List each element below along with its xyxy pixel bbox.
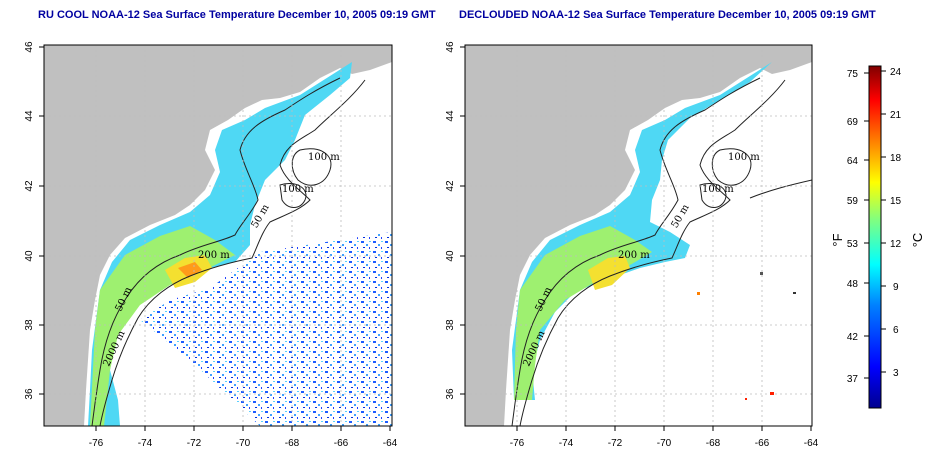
fahrenheit-tick-label: 69 (847, 117, 859, 128)
fahrenheit-tick-label: 75 (847, 69, 859, 80)
lon-tick-label: -68 (706, 438, 721, 449)
celsius-tick-label: 9 (893, 282, 899, 293)
land-mass (44, 45, 392, 426)
lon-tick-label: -66 (334, 438, 349, 449)
lat-tick-label: 46 (24, 41, 35, 53)
sst-hot-spot (178, 262, 202, 278)
colorbar-ticks (864, 70, 886, 379)
lon-tick-label: -68 (285, 438, 300, 449)
fahrenheit-tick-label: 59 (847, 196, 859, 207)
lon-tick-label: -74 (138, 438, 153, 449)
lat-tick-label: 46 (445, 41, 456, 53)
lat-tick-label: 44 (24, 110, 35, 122)
contour-label: 100 m (282, 184, 314, 195)
left-map-frame (43, 44, 393, 427)
lon-tick-label: -70 (657, 438, 672, 449)
right-map (465, 45, 812, 426)
fahrenheit-tick-label: 42 (847, 332, 859, 343)
fahrenheit-tick-label: 48 (847, 279, 859, 290)
lon-tick-label: -66 (755, 438, 770, 449)
lat-tick-label: 44 (445, 110, 456, 122)
contour-label: 200 m (618, 250, 650, 261)
celsius-tick-label: 6 (893, 325, 899, 336)
lat-tick-label: 36 (445, 388, 456, 400)
bathymetry-contours (511, 77, 812, 426)
fahrenheit-tick-label: 53 (847, 239, 859, 250)
left-lat-labels: 46 44 42 40 38 36 (24, 41, 35, 400)
lat-tick-label: 38 (24, 319, 35, 331)
fahrenheit-tick-label: 64 (847, 156, 859, 167)
lat-tick-label: 38 (445, 319, 456, 331)
celsius-tick-label: 15 (890, 196, 902, 207)
contour-label: 100 m (308, 152, 340, 163)
lat-tick-label: 40 (24, 250, 35, 262)
fahrenheit-unit-label: °F (830, 233, 845, 246)
celsius-tick-label: 21 (890, 110, 902, 121)
land-mass (465, 45, 812, 426)
right-axis-ticks (460, 46, 812, 431)
colorbar: 75 69 64 59 53 48 42 37 24 21 18 15 12 9… (830, 65, 925, 409)
contour-label: 200 m (198, 250, 230, 261)
right-lat-labels: 46 44 42 40 38 36 (445, 41, 456, 400)
colorbar-f-labels: 75 69 64 59 53 48 42 37 (847, 69, 859, 385)
celsius-tick-label: 24 (890, 67, 902, 78)
right-map-frame (464, 44, 813, 427)
lon-tick-label: -76 (89, 438, 104, 449)
celsius-tick-label: 12 (890, 239, 902, 250)
lat-tick-label: 42 (445, 180, 456, 192)
left-axis-ticks (39, 46, 391, 431)
left-lon-labels: -76 -74 -72 -70 -68 -66 -64 (89, 438, 398, 449)
lat-tick-label: 42 (24, 180, 35, 192)
contour-label: 100 m (702, 184, 734, 195)
colorbar-c-labels: 24 21 18 15 12 9 6 3 (890, 67, 902, 379)
bathymetry-contours (91, 77, 366, 426)
fahrenheit-tick-label: 37 (847, 374, 859, 385)
lon-tick-label: -76 (510, 438, 525, 449)
left-panel-title: RU COOL NOAA-12 Sea Surface Temperature … (38, 9, 436, 21)
celsius-unit-label: °C (910, 233, 925, 248)
lon-tick-label: -72 (187, 438, 202, 449)
lon-tick-label: -70 (236, 438, 251, 449)
lat-tick-label: 40 (445, 250, 456, 262)
lon-tick-label: -72 (608, 438, 623, 449)
celsius-tick-label: 3 (893, 368, 899, 379)
lon-tick-label: -64 (804, 438, 819, 449)
lat-tick-label: 36 (24, 388, 35, 400)
sst-field-warm (90, 226, 235, 426)
grid-lines (465, 45, 812, 426)
contour-label: 100 m (728, 152, 760, 163)
left-map (44, 45, 392, 426)
sst-field-cold (512, 62, 772, 400)
sst-cloud-speckle (140, 232, 392, 426)
right-lon-labels: -76 -74 -72 -70 -68 -66 -64 (510, 438, 819, 449)
lon-tick-label: -64 (383, 438, 398, 449)
grid-lines (44, 45, 392, 426)
lon-tick-label: -74 (559, 438, 574, 449)
sst-specks (697, 272, 796, 400)
colorbar-gradient (868, 65, 882, 409)
right-panel-title: DECLOUDED NOAA-12 Sea Surface Temperatur… (459, 9, 876, 21)
celsius-tick-label: 18 (890, 153, 902, 164)
